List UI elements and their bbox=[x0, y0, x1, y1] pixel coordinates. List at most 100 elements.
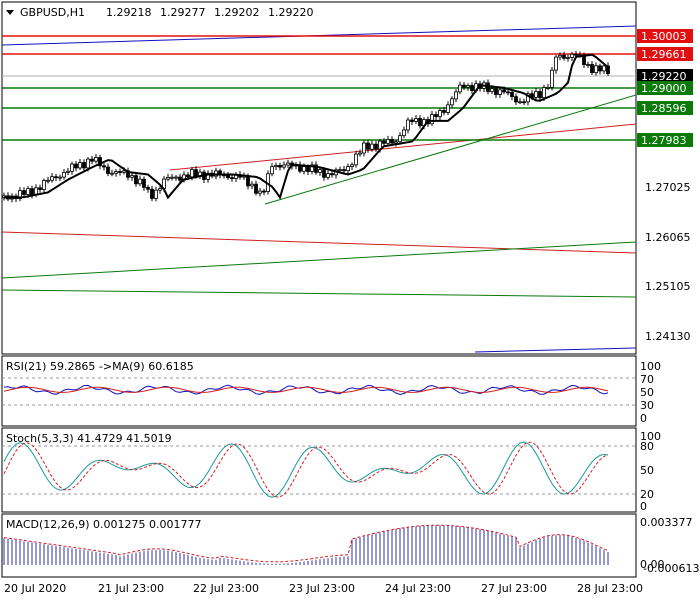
main-y-axis: 1.27025 1.26065 1.25105 1.24130 bbox=[645, 181, 691, 343]
candle-body bbox=[570, 53, 574, 58]
rsi-y-axis: 100 70 50 30 0 bbox=[640, 360, 661, 425]
candle-body bbox=[598, 65, 602, 72]
candle-body bbox=[586, 64, 590, 66]
candle-body bbox=[562, 54, 566, 59]
candle-body bbox=[310, 164, 314, 172]
candle-body bbox=[502, 89, 506, 93]
candle-body bbox=[270, 166, 274, 175]
candle-body bbox=[50, 176, 54, 181]
candle-body bbox=[526, 93, 530, 103]
candle-body bbox=[206, 172, 210, 180]
candle-body bbox=[62, 172, 66, 178]
x-tick: 21 Jul 23:00 bbox=[98, 582, 164, 595]
candle-body bbox=[58, 176, 62, 179]
candle-body bbox=[370, 143, 374, 150]
x-tick: 28 Jul 23:00 bbox=[577, 582, 643, 595]
candle-body bbox=[90, 158, 94, 162]
candle-body bbox=[26, 188, 30, 195]
stoch-main-line bbox=[3, 441, 609, 498]
candle-body bbox=[134, 175, 138, 185]
candle-body bbox=[46, 179, 50, 182]
green-trendline-rising[interactable] bbox=[264, 94, 637, 205]
macd-tick: 0.00 bbox=[640, 558, 665, 571]
dropdown-arrow-icon[interactable] bbox=[6, 10, 14, 15]
red-trendline-lower[interactable] bbox=[1, 231, 637, 254]
candle-body bbox=[166, 176, 170, 180]
low-value: 1.29202 bbox=[214, 6, 260, 19]
level-label-text: 1.27983 bbox=[641, 134, 687, 147]
x-tick: 27 Jul 23:00 bbox=[481, 582, 547, 595]
rsi-tick: 70 bbox=[640, 373, 654, 386]
candle-body bbox=[74, 163, 78, 169]
candle-body bbox=[522, 101, 526, 104]
candle-body bbox=[86, 158, 90, 169]
candle-body bbox=[558, 54, 562, 58]
level-label-text: 1.29000 bbox=[641, 82, 687, 95]
x-axis: 20 Jul 2020 21 Jul 23:00 22 Jul 23:00 23… bbox=[4, 582, 643, 595]
candle-body bbox=[110, 172, 114, 175]
candle-body bbox=[170, 176, 174, 179]
candle-body bbox=[18, 190, 22, 199]
x-tick: 22 Jul 23:00 bbox=[193, 582, 259, 595]
candle-body bbox=[466, 85, 470, 88]
close-value: 1.29220 bbox=[268, 6, 314, 19]
candle-body bbox=[318, 169, 322, 173]
candle-body bbox=[330, 173, 334, 176]
candle-body bbox=[414, 118, 418, 122]
candle-body bbox=[450, 98, 454, 106]
rsi-tick: 100 bbox=[640, 360, 661, 373]
x-tick: 20 Jul 2020 bbox=[4, 582, 66, 595]
red-trendline-upper[interactable] bbox=[169, 123, 637, 171]
green-trendline-low[interactable] bbox=[1, 289, 637, 298]
candle-body bbox=[514, 96, 518, 103]
level-label-box bbox=[637, 69, 693, 83]
blue-trendline-bottom[interactable] bbox=[474, 347, 637, 353]
rsi-tick: 30 bbox=[640, 399, 654, 412]
level-label-box bbox=[637, 133, 693, 147]
candle-body bbox=[342, 169, 346, 172]
candle-body bbox=[262, 190, 266, 193]
candle-body bbox=[550, 69, 554, 88]
candle-body bbox=[366, 142, 370, 150]
stoch-tick: 100 bbox=[640, 430, 661, 443]
candle-body bbox=[174, 176, 178, 179]
candle-body bbox=[458, 84, 462, 93]
candle-body bbox=[338, 169, 342, 172]
stoch-label: Stoch(5,3,3) 41.4729 41.5019 bbox=[6, 432, 172, 445]
candle-body bbox=[534, 91, 538, 98]
stoch-tick: 20 bbox=[640, 488, 654, 501]
candle-body bbox=[394, 141, 398, 144]
candle-body bbox=[590, 64, 594, 74]
candle-body bbox=[346, 166, 350, 172]
candle-body bbox=[554, 56, 558, 71]
candle-body bbox=[102, 165, 106, 168]
candle-body bbox=[230, 177, 234, 180]
candle-body bbox=[446, 104, 450, 113]
candle-body bbox=[186, 174, 190, 178]
macd-panel bbox=[1, 513, 637, 578]
candle-body bbox=[538, 91, 542, 99]
macd-y-axis: 0.003377 0.00 -0.000613 bbox=[640, 516, 699, 575]
candle-body bbox=[138, 178, 142, 185]
macd-signal-line bbox=[3, 524, 609, 563]
rsi-label: RSI(21) 59.2865 ->MA(9) 60.6185 bbox=[6, 360, 194, 373]
candle-body bbox=[506, 91, 510, 94]
candle-body bbox=[98, 157, 102, 167]
candle-body bbox=[542, 87, 546, 99]
candle-body bbox=[66, 170, 70, 173]
candle-body bbox=[82, 162, 86, 169]
candle-body bbox=[154, 189, 158, 199]
x-tick: 23 Jul 23:00 bbox=[289, 582, 355, 595]
green-trendline-mid[interactable] bbox=[1, 241, 637, 279]
candle-body bbox=[462, 84, 466, 88]
y-tick: 1.24130 bbox=[645, 330, 691, 343]
candle-body bbox=[442, 110, 446, 113]
x-tick: 24 Jul 23:00 bbox=[385, 582, 451, 595]
candle-body bbox=[122, 170, 126, 173]
candle-body bbox=[306, 166, 310, 172]
candle-body bbox=[106, 166, 110, 174]
candle-body bbox=[386, 139, 390, 144]
candle-body bbox=[354, 153, 358, 166]
candle-body bbox=[78, 162, 82, 169]
